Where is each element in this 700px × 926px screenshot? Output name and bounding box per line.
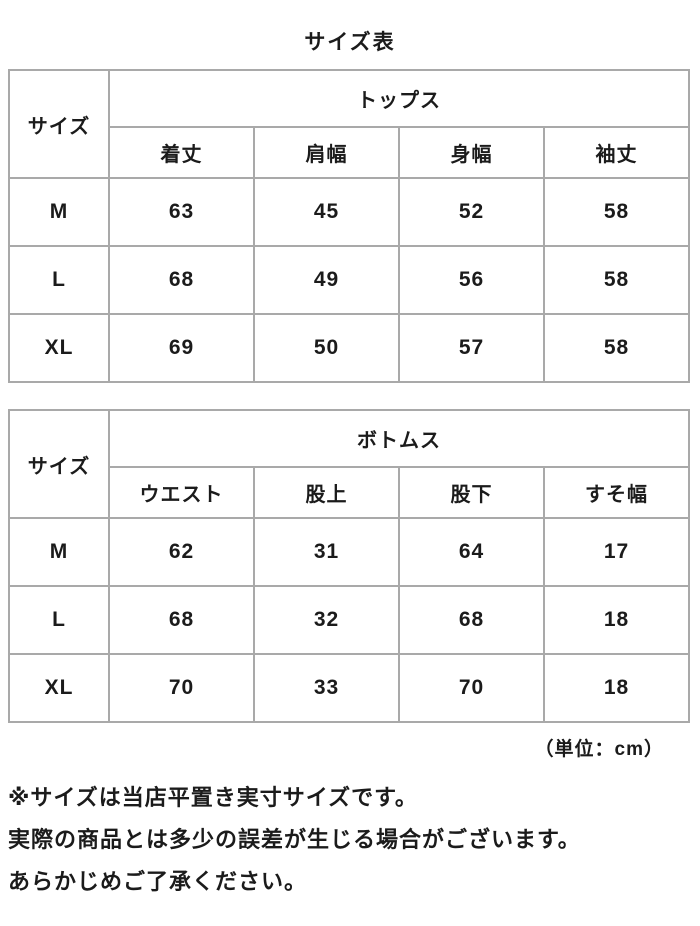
bottoms-group-header: ボトムス	[108, 409, 690, 468]
table-row: M 62 31 64 17	[8, 517, 690, 587]
tops-column-header: 肩幅	[253, 126, 400, 179]
value-cell: 56	[398, 245, 545, 315]
size-cell: M	[8, 517, 110, 587]
value-cell: 32	[253, 585, 400, 655]
value-cell: 18	[543, 585, 690, 655]
size-cell: M	[8, 177, 110, 247]
bottoms-column-header: 股上	[253, 466, 400, 519]
value-cell: 58	[543, 313, 690, 383]
bottoms-column-header: すそ幅	[543, 466, 690, 519]
size-table-bottoms: サイズ ボトムス ウエスト 股上 股下 すそ幅 M 62 31 64 17 L …	[8, 409, 690, 723]
value-cell: 57	[398, 313, 545, 383]
size-disclaimer-notes: ※サイズは当店平置き実寸サイズです。 実際の商品とは多少の誤差が生じる場合がござ…	[8, 777, 700, 903]
value-cell: 62	[108, 517, 255, 587]
value-cell: 64	[398, 517, 545, 587]
value-cell: 68	[108, 585, 255, 655]
size-cell: L	[8, 245, 110, 315]
value-cell: 33	[253, 653, 400, 723]
value-cell: 58	[543, 177, 690, 247]
value-cell: 18	[543, 653, 690, 723]
value-cell: 50	[253, 313, 400, 383]
table-row: L 68 49 56 58	[8, 245, 690, 315]
value-cell: 70	[398, 653, 545, 723]
note-line: あらかじめご了承ください。	[8, 869, 308, 894]
tops-column-header: 着丈	[108, 126, 255, 179]
tops-column-header: 身幅	[398, 126, 545, 179]
table-row: XL 69 50 57 58	[8, 313, 690, 383]
value-cell: 45	[253, 177, 400, 247]
value-cell: 68	[398, 585, 545, 655]
size-cell: XL	[8, 653, 110, 723]
bottoms-corner-label: サイズ	[8, 409, 110, 519]
tops-corner-label: サイズ	[8, 69, 110, 179]
page-title: サイズ表	[304, 31, 396, 54]
value-cell: 58	[543, 245, 690, 315]
value-cell: 70	[108, 653, 255, 723]
size-table-tops: サイズ トップス 着丈 肩幅 身幅 袖丈 M 63 45 52 58 L 68 …	[8, 69, 690, 383]
value-cell: 31	[253, 517, 400, 587]
note-line: 実際の商品とは多少の誤差が生じる場合がございます。	[8, 827, 581, 852]
bottoms-column-header: 股下	[398, 466, 545, 519]
value-cell: 69	[108, 313, 255, 383]
note-line: ※サイズは当店平置き実寸サイズです。	[8, 785, 418, 810]
size-cell: L	[8, 585, 110, 655]
bottoms-column-header: ウエスト	[108, 466, 255, 519]
value-cell: 49	[253, 245, 400, 315]
table-row: M 63 45 52 58	[8, 177, 690, 247]
table-row: L 68 32 68 18	[8, 585, 690, 655]
unit-note: （単位：cm）	[534, 739, 664, 760]
value-cell: 52	[398, 177, 545, 247]
value-cell: 68	[108, 245, 255, 315]
tops-column-header: 袖丈	[543, 126, 690, 179]
value-cell: 63	[108, 177, 255, 247]
size-cell: XL	[8, 313, 110, 383]
value-cell: 17	[543, 517, 690, 587]
table-row: XL 70 33 70 18	[8, 653, 690, 723]
tops-group-header: トップス	[108, 69, 690, 128]
